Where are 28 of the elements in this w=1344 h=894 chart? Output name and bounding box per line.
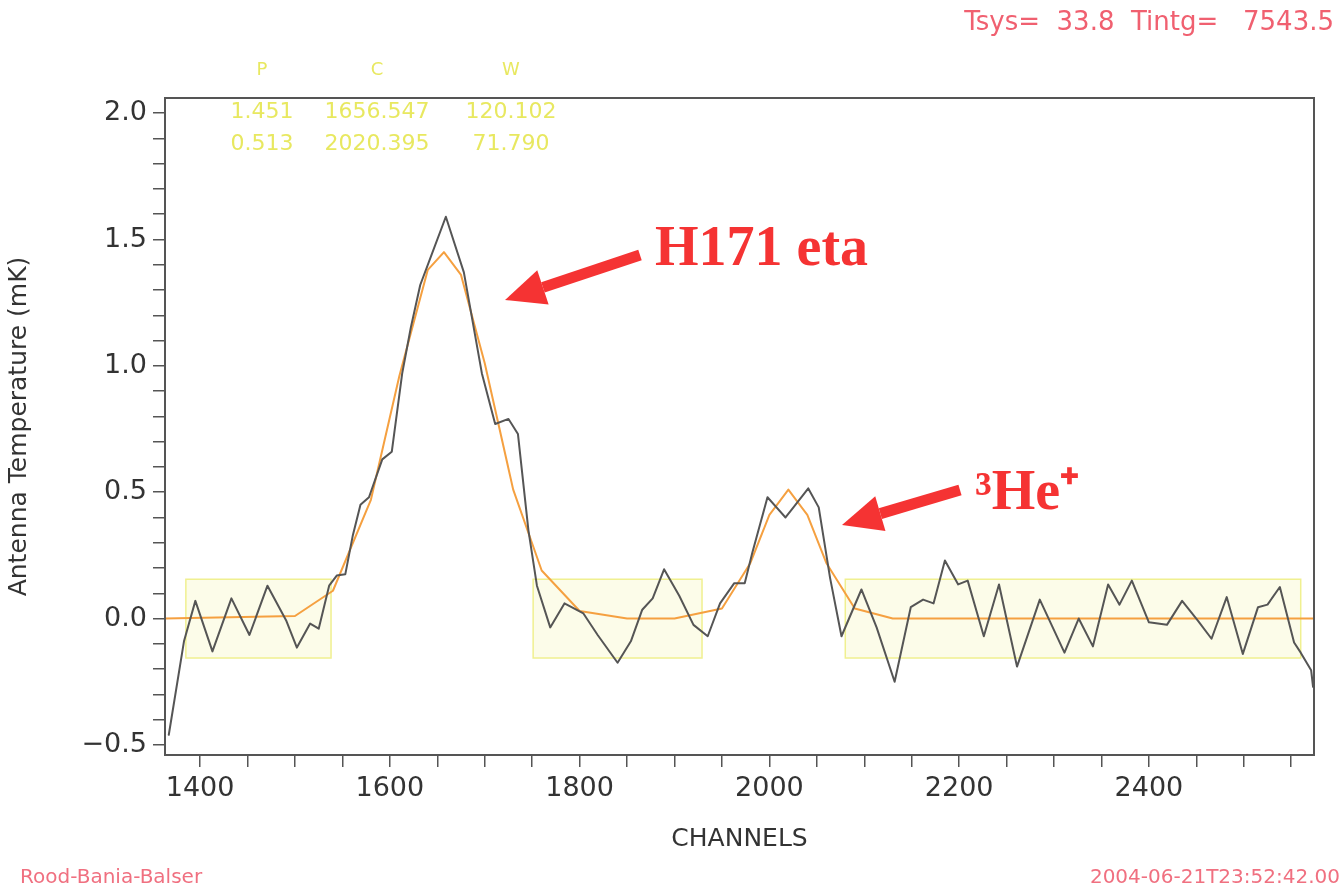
annotation: 0.513	[230, 130, 294, 155]
x-tick-label: 1800	[545, 771, 614, 803]
text: W	[502, 58, 520, 79]
y-tick-label: 2.0	[104, 95, 147, 127]
x-tick-label: 2000	[735, 771, 804, 803]
x-tick-label: 2200	[924, 771, 994, 803]
annotation: H171 eta	[655, 215, 869, 277]
y-tick-label: −0.5	[81, 726, 147, 758]
annotation: 1656.547	[324, 98, 430, 123]
x-tick-label: 1400	[165, 771, 235, 803]
y-tick-label: 1.0	[104, 347, 147, 379]
annotation: ³He⁺	[975, 459, 1080, 521]
x-tick-label: 2400	[1114, 771, 1184, 803]
text: P	[256, 58, 268, 79]
x-axis-title: CHANNELS	[671, 822, 808, 852]
text: Rood-Bania-Balser	[20, 864, 203, 888]
x-tick-label: 1600	[355, 771, 425, 803]
text: Tsys= 33.8 Tintg= 7543.5	[964, 6, 1334, 36]
annotation: 1.451	[230, 98, 294, 123]
annotation: 2020.395	[324, 130, 430, 155]
annotation: 120.102	[465, 98, 557, 123]
y-tick-label: 0.5	[104, 474, 147, 506]
text: 2004-06-21T23:52:42.00	[1089, 864, 1340, 888]
y-tick-label: 1.5	[104, 221, 147, 253]
y-axis-title: Antenna Temperature (mK)	[2, 256, 32, 597]
y-tick-label: 0.0	[104, 600, 147, 632]
annotation: 71.790	[472, 130, 550, 155]
text: C	[370, 58, 384, 79]
